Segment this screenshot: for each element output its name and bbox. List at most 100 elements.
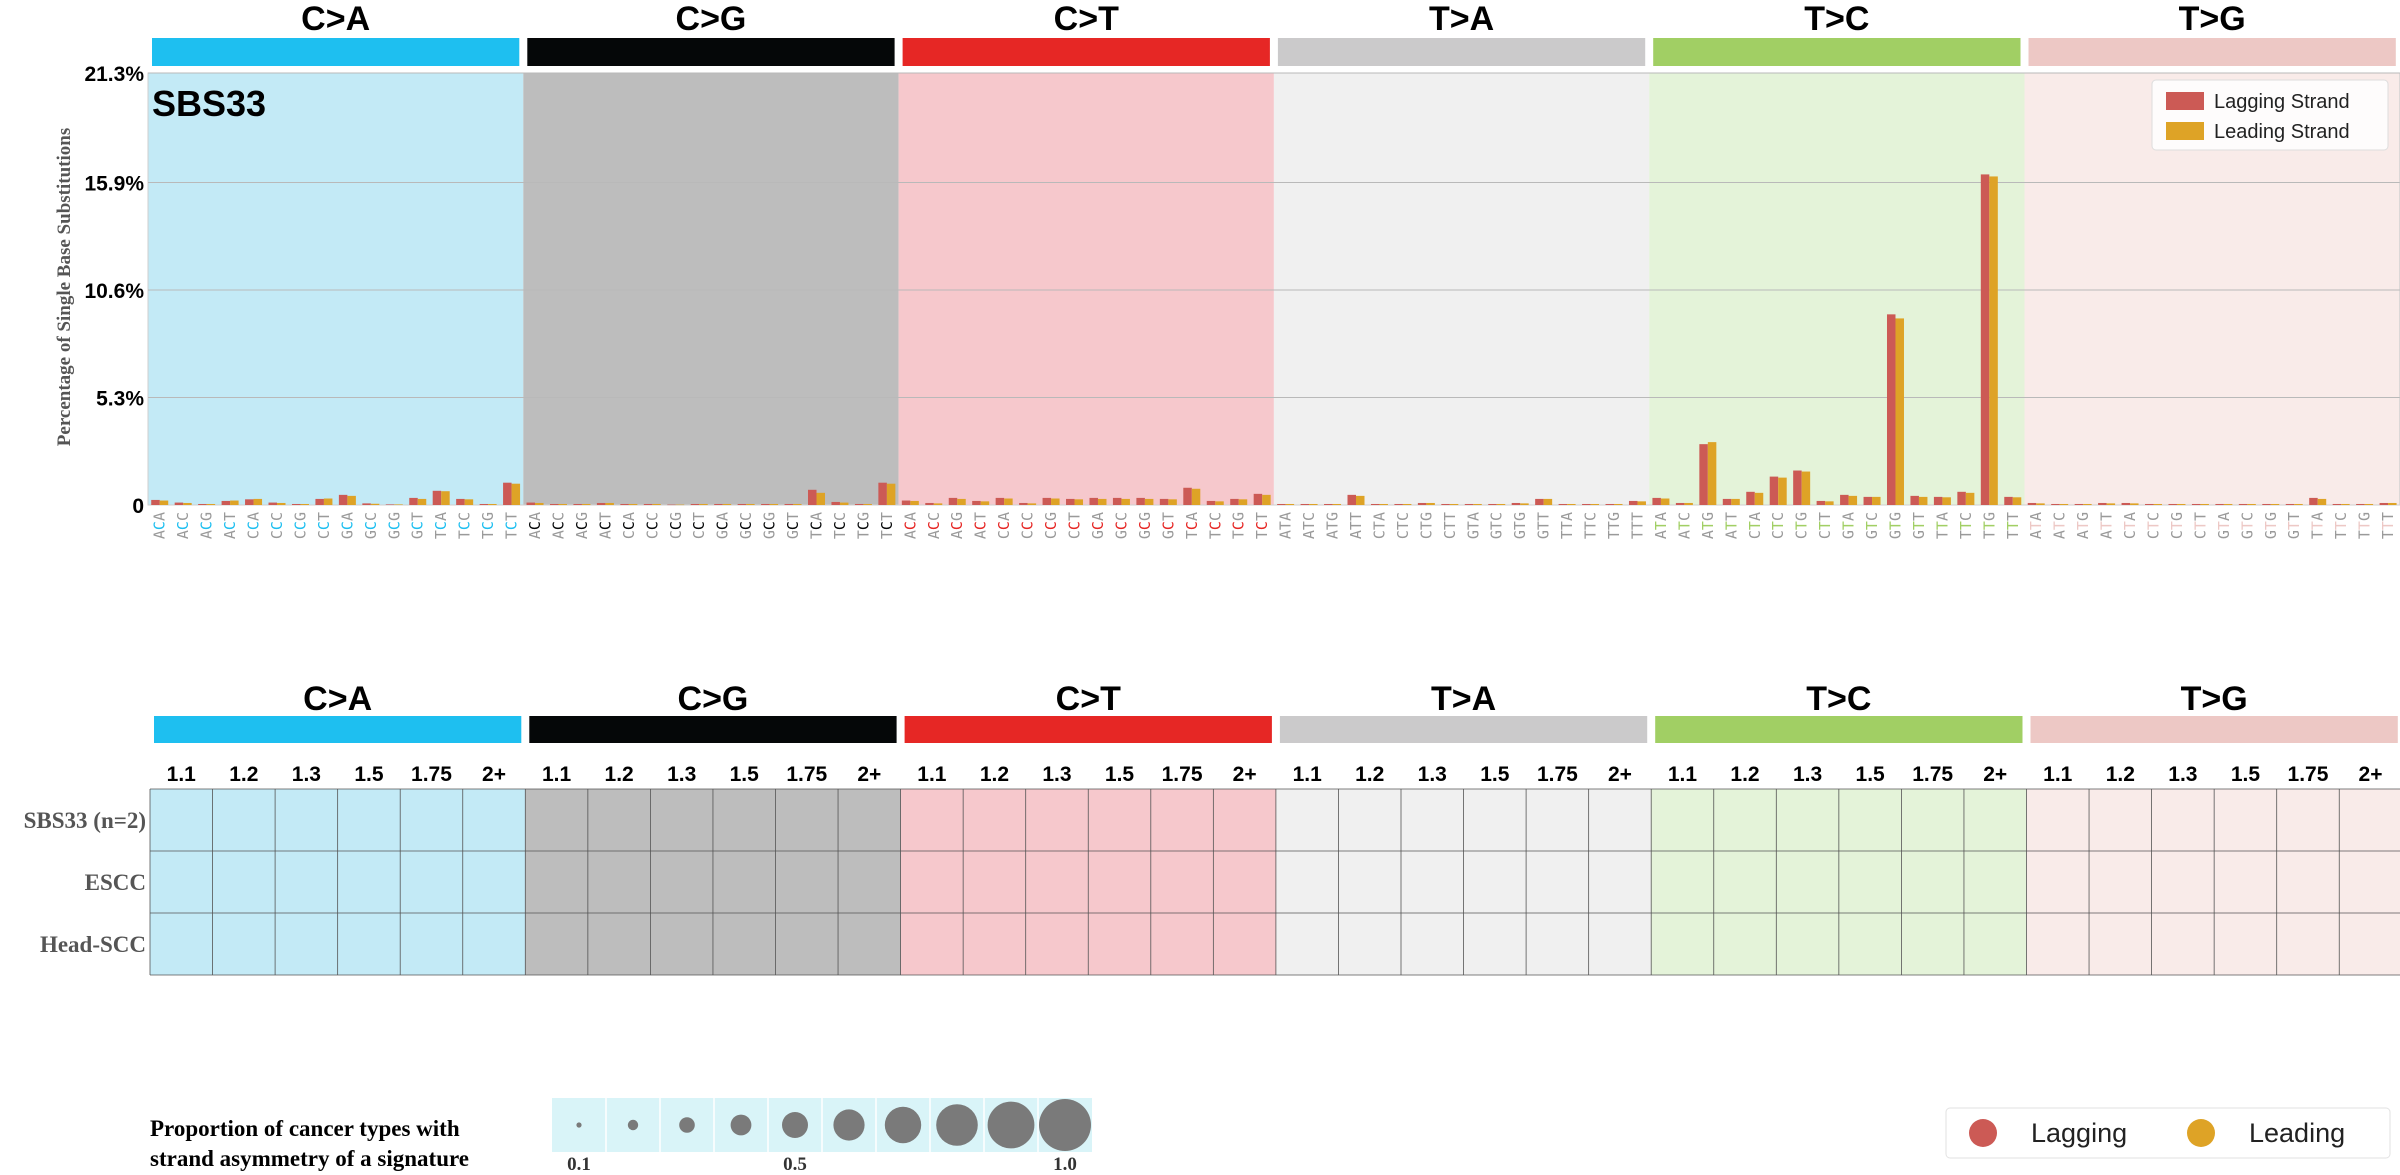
header-bar-C>T <box>902 38 1270 66</box>
x-context-label: ACT <box>596 512 614 539</box>
bar-lagging <box>315 498 324 505</box>
header-label-C>A: C>A <box>301 0 370 38</box>
header-label-T>G: T>G <box>2179 0 2246 38</box>
x-context-label: GCC <box>362 512 380 539</box>
bar-leading <box>417 498 427 505</box>
y-axis: 0 5.3% 10.6% 15.9% 21.3% <box>84 63 144 518</box>
header-label-C>G: C>G <box>676 0 747 38</box>
bottom-header-label-C>T: C>T <box>1056 680 1121 718</box>
header-label-T>C: T>C <box>1804 0 1869 38</box>
x-context-label: CTA <box>1746 512 1764 539</box>
x-context-label: ATC <box>2051 512 2069 539</box>
bar-lagging <box>2191 503 2201 505</box>
size-legend-bubble <box>936 1104 978 1146</box>
x-context-label: TTC <box>1582 512 1600 539</box>
bar-lagging <box>995 497 1005 505</box>
legend-box <box>2151 79 2389 151</box>
size-legend-bubble <box>679 1117 695 1133</box>
bar-lagging <box>1746 491 1755 505</box>
bar-lagging <box>2215 503 2224 505</box>
x-context-label: TTC <box>2332 512 2350 539</box>
legend-label-1: Leading Strand <box>2214 121 2350 143</box>
bar-leading <box>2364 503 2374 505</box>
x-context-label: GTA <box>2215 512 2233 539</box>
bar-leading <box>1238 499 1248 505</box>
bar-leading <box>1144 498 1154 505</box>
bar-lagging <box>1324 503 1333 505</box>
bar-leading <box>1051 498 1060 505</box>
bar-leading <box>464 499 474 505</box>
bar-leading <box>159 500 169 505</box>
bar-leading <box>1496 503 1506 505</box>
x-context-label: TTG <box>1605 512 1623 539</box>
bottom-header-label-T>G: T>G <box>2181 680 2248 718</box>
bar-leading <box>230 500 239 505</box>
chart-title: SBS33 <box>152 83 266 124</box>
bar-leading <box>1426 502 1435 505</box>
x-context-label: TCA <box>432 512 450 539</box>
x-context-label: GCC <box>737 512 755 539</box>
bar-lagging <box>2262 503 2271 505</box>
x-context-label: CTT <box>2191 512 2209 539</box>
x-context-label: ACC <box>549 512 567 539</box>
bar-lagging <box>456 498 465 505</box>
row-label: ESCC <box>85 870 146 895</box>
panel-bg-C>G <box>523 73 899 505</box>
x-context-label: TTA <box>2309 512 2327 539</box>
bar-leading <box>2317 498 2327 505</box>
bar-leading <box>1637 501 1646 505</box>
bubble-table: 1.1 1.2 1.3 1.5 1.75 2+ 1.1 1.2 1.3 1.5 1.75 2+ 1.1 1… <box>24 763 2400 976</box>
row-label: SBS33 (n=2) <box>24 808 146 833</box>
bar-leading <box>1707 442 1717 505</box>
x-context-label: ACC <box>925 512 943 539</box>
bar-lagging <box>1464 503 1474 505</box>
table-panel-T>G <box>2026 789 2400 975</box>
bar-leading <box>1074 499 1084 505</box>
bar-leading <box>746 503 755 505</box>
bar-leading <box>2106 503 2116 505</box>
bar-lagging <box>1277 503 1286 505</box>
bar-lagging <box>1582 503 1591 505</box>
bar-leading <box>1872 496 1881 505</box>
x-context-label: TTG <box>2356 512 2374 539</box>
bar-lagging <box>643 503 653 505</box>
bar-lagging <box>620 503 629 505</box>
x-context-label: TCC <box>1206 512 1224 539</box>
bar-leading <box>1402 503 1412 505</box>
bar-lagging <box>690 503 700 505</box>
size-legend-tick: 0.1 <box>567 1154 591 1175</box>
bar-lagging <box>1957 491 1966 505</box>
column-label: 1.1 <box>167 763 197 786</box>
x-context-label: TTC <box>1957 512 1975 539</box>
bar-leading <box>2200 503 2209 505</box>
header-bar-C>A <box>152 38 520 66</box>
x-context-label: TTA <box>1558 512 1576 539</box>
column-label: 2+ <box>1608 763 1632 786</box>
column-label: 2+ <box>1233 763 1257 786</box>
y-tick-label: 5.3% <box>96 388 144 411</box>
x-context-label: ACC <box>174 512 192 539</box>
bar-lagging <box>2051 503 2060 505</box>
bar-lagging <box>1628 500 1638 505</box>
bar-leading <box>980 501 990 505</box>
size-legend-bubble <box>833 1109 865 1141</box>
bar-leading <box>300 503 309 505</box>
bar-leading <box>933 503 943 505</box>
x-context-label: CTG <box>1417 512 1435 539</box>
color-legend-dot-1 <box>2187 1119 2215 1147</box>
bar-leading <box>1731 498 1740 505</box>
bar-lagging <box>2332 503 2342 505</box>
bottom-header-bar-C>T <box>904 716 1272 743</box>
bar-lagging <box>1558 503 1568 505</box>
bar-lagging <box>2356 503 2365 505</box>
bar-leading <box>323 498 333 505</box>
size-legend-bubble <box>730 1114 752 1136</box>
x-context-label: ATA <box>1652 512 1670 539</box>
y-axis-label: Percentage of Single Base Substitutions <box>54 128 75 446</box>
bar-leading <box>1520 503 1529 505</box>
bar-leading <box>1121 498 1130 505</box>
bar-leading <box>253 498 263 505</box>
x-context-label: ACA <box>151 512 169 539</box>
bar-leading <box>816 492 826 505</box>
bar-leading <box>675 504 685 506</box>
